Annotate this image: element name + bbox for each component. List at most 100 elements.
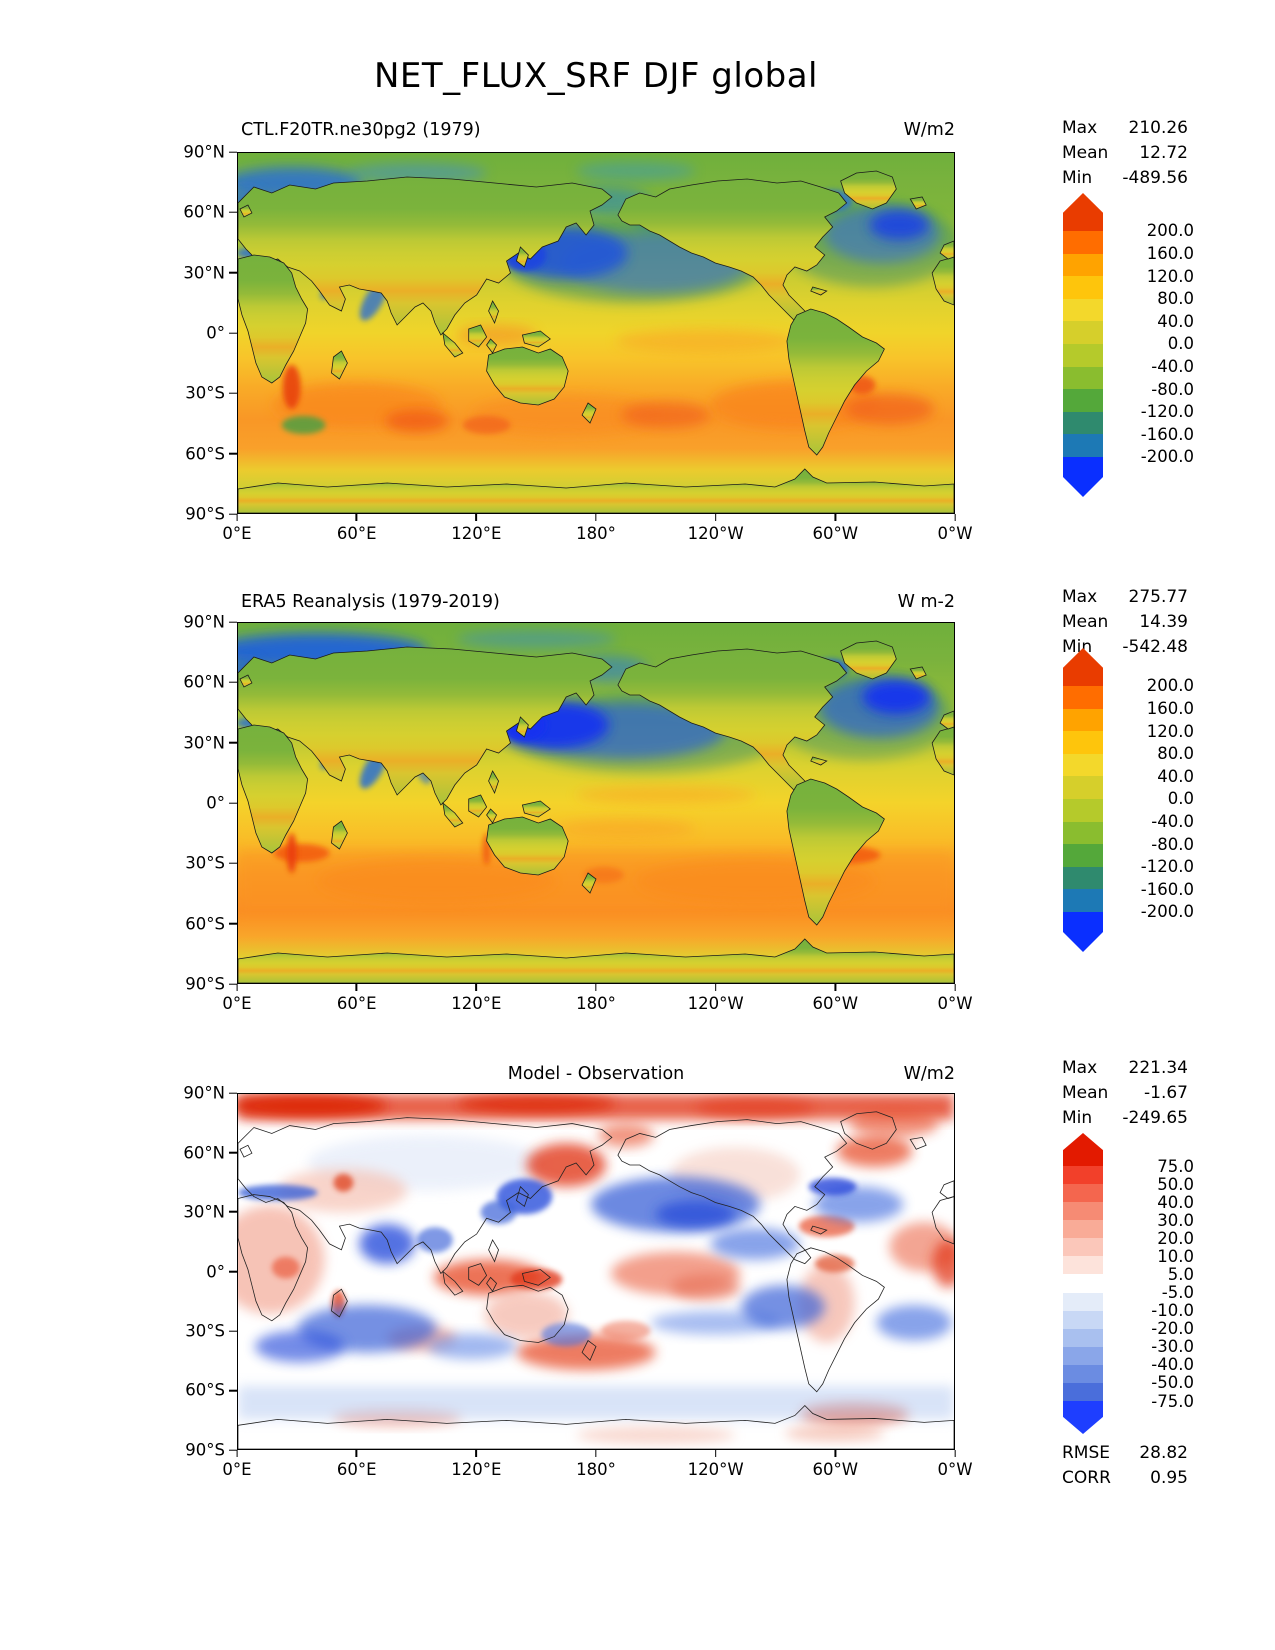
colorbar-tick-label: -200.0 xyxy=(1140,902,1194,922)
stat-max-row: Max 221.34 xyxy=(1062,1056,1188,1081)
panel-title-model: CTL.F20TR.ne30pg2 (1979) xyxy=(241,120,481,140)
stat-value: 14.39 xyxy=(1139,612,1188,632)
lon-tick-label: 120°W xyxy=(687,524,744,543)
lon-axis-labels-diff: 0°E 60°E 120°E 180° 120°W 60°W 0°W xyxy=(222,1460,972,1482)
colorbar-tick-label: 80.0 xyxy=(1157,289,1194,309)
colorbar-tick-label: 200.0 xyxy=(1146,676,1194,696)
colorbar-swatch xyxy=(1063,231,1103,254)
colorbar-swatch xyxy=(1063,343,1103,367)
stat-mean-row: Mean -1.67 xyxy=(1062,1081,1188,1106)
colorbar-tick-label: -50.0 xyxy=(1151,1373,1194,1393)
lat-tick-label: 0° xyxy=(206,793,225,813)
colorbar-swatch xyxy=(1063,708,1103,732)
colorbar-swatch xyxy=(1063,411,1103,435)
colorbar-swatch xyxy=(1063,1133,1103,1166)
colorbar-tick-label: 40.0 xyxy=(1157,766,1194,786)
difference-map-svg xyxy=(238,1094,954,1449)
lat-tick-label: 30°N xyxy=(183,263,225,283)
panel-title-diff: Model - Observation xyxy=(507,1064,685,1084)
lon-tick-label: 120°W xyxy=(687,994,744,1013)
colorbar-tick-label: 10.0 xyxy=(1157,1246,1194,1266)
colorbar-swatch xyxy=(1063,889,1103,912)
colorbar-swatch xyxy=(1063,1382,1103,1402)
metric-label: RMSE xyxy=(1062,1443,1111,1463)
stat-value: 221.34 xyxy=(1128,1058,1188,1078)
colorbar-swatch xyxy=(1063,1346,1103,1365)
colorbar-tick-label: 40.0 xyxy=(1157,1192,1194,1212)
lon-tick-label: 60°E xyxy=(336,994,377,1013)
era5-map xyxy=(237,622,955,984)
colorbar-tick-label: -160.0 xyxy=(1140,879,1194,899)
lat-tick-label: 90°S xyxy=(185,1440,225,1460)
lat-tick-label: 60°S xyxy=(185,444,225,464)
lon-tick-label: 0°E xyxy=(222,524,252,543)
colorbar-swatch xyxy=(1063,456,1103,497)
colorbar-swatch xyxy=(1063,753,1103,777)
colorbar-swatch xyxy=(1063,366,1103,390)
panel-units-diff: W/m2 xyxy=(903,1064,955,1084)
stat-label: Max xyxy=(1062,1058,1098,1078)
lat-tick-label: 90°S xyxy=(185,974,225,994)
lat-axis-labels-model: 90°N 60°N 30°N 0° 30°S 60°S 90°S xyxy=(140,143,225,524)
colorbar-tick-label: 0.0 xyxy=(1167,789,1194,809)
colorbar-labels-diff: 75.0 50.0 40.0 30.0 20.0 10.0 5.0 -5.0 -10.0 -20.… xyxy=(1110,1157,1194,1411)
metric-label: CORR xyxy=(1062,1468,1111,1488)
lat-tick-label: 30°S xyxy=(185,383,225,403)
stat-mean-row: Mean 12.72 xyxy=(1062,141,1188,166)
colorbar-swatch xyxy=(1063,1328,1103,1347)
panel-title-era5: ERA5 Reanalysis (1979-2019) xyxy=(241,592,500,612)
lon-tick-label: 180° xyxy=(576,994,616,1013)
stat-label: Mean xyxy=(1062,612,1109,632)
colorbar-tick-label: -30.0 xyxy=(1151,1337,1194,1357)
stat-value: -1.67 xyxy=(1144,1083,1188,1103)
colorbar-swatch xyxy=(1063,276,1103,299)
colorbar-tick-label: 160.0 xyxy=(1146,244,1194,264)
stats-model: Max 210.26 Mean 12.72 Min -489.56 xyxy=(1062,116,1188,191)
colorbar-swatch xyxy=(1063,866,1103,890)
colorbar-swatch xyxy=(1063,298,1103,322)
colorbar-swatch xyxy=(1063,193,1103,231)
lat-tick-label: 60°N xyxy=(183,672,225,692)
lat-tick-label: 90°N xyxy=(183,142,225,162)
lat-tick-label: 30°S xyxy=(185,1321,225,1341)
lat-tick-label: 60°S xyxy=(185,1380,225,1400)
colorbar-tick-label: 120.0 xyxy=(1146,721,1194,741)
colorbar-swatch xyxy=(1063,434,1103,457)
figure-title: NET_FLUX_SRF DJF global xyxy=(373,56,818,96)
lon-axis-labels-model: 0°E 60°E 120°E 180° 120°W 60°W 0°W xyxy=(222,524,972,546)
panel-header-model: CTL.F20TR.ne30pg2 (1979) W/m2 xyxy=(237,120,955,144)
colorbar-swatch xyxy=(1063,389,1103,412)
stat-max-row: Max 210.26 xyxy=(1062,116,1188,141)
lon-tick-label: 60°W xyxy=(812,994,859,1013)
colorbar-tick-label: 20.0 xyxy=(1157,1228,1194,1248)
colorbar-diff xyxy=(1063,1133,1103,1435)
colorbar-swatch xyxy=(1063,776,1103,799)
lat-tick-label: 60°N xyxy=(183,1143,225,1162)
lon-tick-label: 180° xyxy=(576,524,616,543)
colorbar-swatch xyxy=(1063,1166,1103,1185)
colorbar-swatch xyxy=(1063,1274,1103,1293)
colorbar-swatch xyxy=(1063,686,1103,709)
era5-map-svg xyxy=(238,623,954,983)
metric-value: 0.95 xyxy=(1150,1468,1188,1488)
lon-tick-label: 120°E xyxy=(451,994,502,1013)
colorbar-tick-label: -40.0 xyxy=(1151,812,1194,832)
colorbar-tick-label: -75.0 xyxy=(1151,1391,1194,1411)
lon-tick-label: 120°E xyxy=(451,524,502,543)
lat-tick-label: 90°S xyxy=(185,504,225,524)
rmse-row: RMSE 28.82 xyxy=(1062,1441,1188,1466)
colorbar-tick-label: -80.0 xyxy=(1151,834,1194,854)
lon-axis-labels-era5: 0°E 60°E 120°E 180° 120°W 60°W 0°W xyxy=(222,994,972,1016)
colorbar-tick-label: 0.0 xyxy=(1167,334,1194,354)
lon-tick-label: 180° xyxy=(576,1460,616,1479)
lon-tick-label: 0°W xyxy=(937,994,973,1013)
colorbar-tick-label: -160.0 xyxy=(1140,424,1194,444)
stat-value: -249.65 xyxy=(1122,1108,1188,1128)
colorbar-tick-label: -120.0 xyxy=(1140,402,1194,422)
colorbar-tick-label: 5.0 xyxy=(1167,1264,1194,1284)
lat-tick-label: 90°N xyxy=(183,1083,225,1103)
lon-tick-label: 120°W xyxy=(687,1460,744,1479)
colorbar-tick-label: 120.0 xyxy=(1146,266,1194,286)
colorbar-swatch xyxy=(1063,253,1103,277)
stat-label: Max xyxy=(1062,118,1098,138)
